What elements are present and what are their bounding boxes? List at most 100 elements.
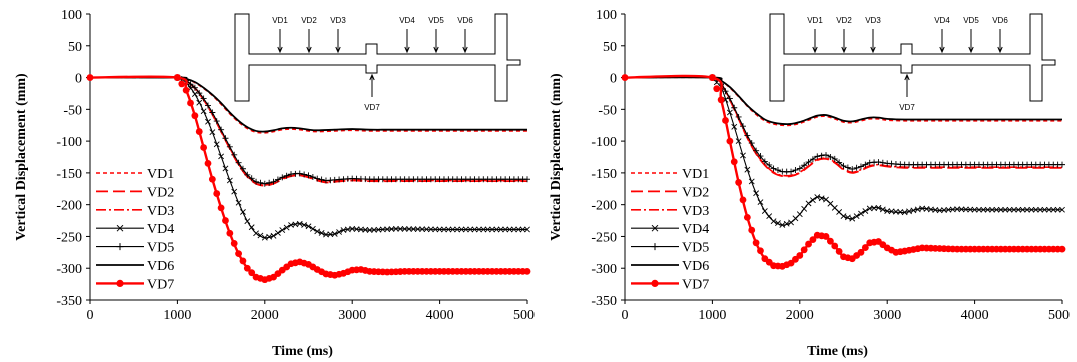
schematic-arrow-vd3 xyxy=(870,29,876,54)
series-point-vd5 xyxy=(231,151,238,158)
series-point-vd7 xyxy=(208,175,216,183)
schematic-label-vd5: VD5 xyxy=(963,16,979,25)
x-tick-label: 0 xyxy=(87,308,94,323)
series-point-vd7 xyxy=(831,242,839,250)
series-point-vd4 xyxy=(805,200,812,207)
x-tick-label: 5000 xyxy=(1048,308,1070,323)
series-point-vd4 xyxy=(726,109,733,116)
series-point-vd5 xyxy=(726,95,733,102)
schematic-arrow-vd1 xyxy=(277,29,283,54)
series-point-vd5 xyxy=(744,132,751,139)
y-tick-label: -50 xyxy=(598,103,617,118)
series-point-vd7 xyxy=(1058,245,1066,253)
series-point-vd4 xyxy=(1059,206,1065,213)
series-point-vd4 xyxy=(449,226,456,233)
series-point-vd4 xyxy=(761,208,768,214)
series-point-vd5 xyxy=(270,178,277,185)
series-line-vd5 xyxy=(624,76,1062,173)
schematic-label-vd6: VD6 xyxy=(457,16,473,25)
series-point-vd4 xyxy=(997,206,1004,213)
schematic-label-vd2: VD2 xyxy=(301,16,317,25)
series-point-vd5 xyxy=(257,179,264,186)
series-point-vd7 xyxy=(730,158,738,166)
series-point-vd7 xyxy=(743,213,751,221)
series-point-vd4 xyxy=(331,230,338,237)
legend-label-vd6: VD6 xyxy=(682,259,709,274)
series-point-vd5 xyxy=(318,176,325,183)
series-point-vd4 xyxy=(222,165,229,172)
series-point-vd5 xyxy=(283,172,290,179)
series-point-vd5 xyxy=(766,161,773,168)
series-point-vd7 xyxy=(792,255,799,263)
series-point-vd7 xyxy=(857,248,865,256)
legend-label-vd3: VD3 xyxy=(147,204,174,219)
legend-label-vd6: VD6 xyxy=(147,259,174,274)
series-point-vd4 xyxy=(853,213,860,220)
series-point-vd7 xyxy=(182,86,190,94)
series-point-vd5 xyxy=(200,95,207,102)
series-point-vd5 xyxy=(253,178,260,185)
series-point-vd4 xyxy=(980,206,987,213)
y-tick-label: 50 xyxy=(603,40,617,55)
series-point-vd4 xyxy=(502,226,509,233)
series-point-vd5 xyxy=(235,159,242,166)
series-point-vd5 xyxy=(796,165,803,172)
x-tick-label: 4000 xyxy=(961,308,989,323)
legend-marker xyxy=(651,279,659,287)
series-point-vd4 xyxy=(274,230,281,236)
series-point-vd7 xyxy=(787,259,795,267)
series-point-vd5 xyxy=(801,162,808,169)
series-point-vd7 xyxy=(835,247,843,255)
series-point-vd5 xyxy=(857,163,864,170)
series-point-vd4 xyxy=(366,227,373,234)
y-tick-label: -100 xyxy=(591,135,617,150)
series-point-vd4 xyxy=(467,226,474,233)
series-point-vd5 xyxy=(524,176,530,183)
series-point-vd4 xyxy=(875,204,882,211)
series-point-vd4 xyxy=(261,234,268,241)
y-tick-label: -200 xyxy=(591,199,617,214)
series-point-vd7 xyxy=(239,257,247,265)
plot-area xyxy=(621,74,1066,270)
series-point-vd4 xyxy=(266,233,273,240)
series-point-vd5 xyxy=(261,180,268,187)
series-point-vd5 xyxy=(774,167,781,174)
legend-label-vd3: VD3 xyxy=(682,204,709,219)
series-point-vd7 xyxy=(822,233,830,240)
series-point-vd4 xyxy=(984,206,991,213)
series-point-vd5 xyxy=(301,171,308,178)
series-point-vd4 xyxy=(191,91,198,97)
series-point-vd5 xyxy=(770,165,777,172)
series-point-vd5 xyxy=(191,84,198,91)
legend-label-vd1: VD1 xyxy=(147,167,174,182)
y-tick-label: -250 xyxy=(56,230,82,245)
series-point-vd4 xyxy=(910,207,917,214)
series-point-vd5 xyxy=(735,113,742,120)
series-line-vd3 xyxy=(624,76,1062,177)
legend-marker xyxy=(116,224,124,232)
series-point-vd5 xyxy=(239,165,246,172)
series-point-vd4 xyxy=(1015,206,1022,213)
series-point-vd7 xyxy=(713,85,721,93)
series-point-vd4 xyxy=(458,226,465,233)
series-point-vd5 xyxy=(722,88,729,95)
schematic-label-vd1: VD1 xyxy=(272,16,288,25)
chart-left: 100 50 0 -50 -100 -150 -200 -250 -300 -350 0 1000 20… xyxy=(14,8,535,359)
series-point-vd5 xyxy=(788,168,795,175)
series-point-vd4 xyxy=(480,226,487,233)
series-point-vd5 xyxy=(305,172,312,179)
series-point-vd5 xyxy=(218,126,225,133)
legend-label-vd7: VD7 xyxy=(682,277,709,292)
series-point-vd4 xyxy=(1050,206,1057,213)
series-point-vd4 xyxy=(484,226,491,233)
x-tick-label: 1000 xyxy=(163,308,191,323)
series-point-vd7 xyxy=(739,196,747,204)
series-point-vd5 xyxy=(748,140,755,147)
series-point-vd4 xyxy=(809,197,816,204)
series-point-vd7 xyxy=(800,246,808,254)
series-point-vd7 xyxy=(213,190,221,197)
series-point-vd4 xyxy=(432,226,439,233)
series-point-vd5 xyxy=(761,158,768,165)
series-point-vd7 xyxy=(191,112,199,120)
series-point-vd7 xyxy=(187,99,194,107)
